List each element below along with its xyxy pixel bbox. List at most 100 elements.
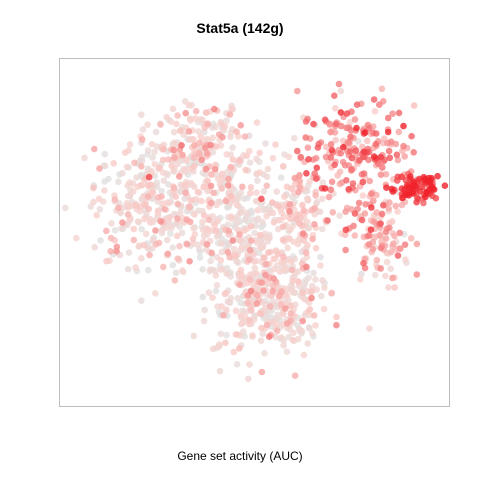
data-point xyxy=(385,115,392,122)
data-point xyxy=(211,222,218,229)
data-point xyxy=(238,244,245,251)
data-point xyxy=(261,300,268,307)
data-point xyxy=(190,225,197,232)
data-point xyxy=(256,169,263,176)
data-point xyxy=(102,151,109,158)
data-point xyxy=(288,310,295,317)
data-point xyxy=(242,217,249,224)
data-point xyxy=(218,240,225,247)
data-point xyxy=(119,219,126,226)
data-point xyxy=(394,208,401,215)
data-point xyxy=(362,129,369,136)
data-point xyxy=(200,294,207,301)
data-point xyxy=(238,267,245,274)
data-point xyxy=(434,173,441,180)
data-point xyxy=(233,308,240,315)
data-point xyxy=(291,135,298,142)
data-point xyxy=(329,290,336,297)
data-point xyxy=(176,243,183,250)
data-point xyxy=(213,227,220,234)
data-point xyxy=(93,212,100,219)
data-point xyxy=(372,108,379,115)
data-point xyxy=(236,231,243,238)
data-point xyxy=(160,264,167,271)
data-point xyxy=(207,142,214,149)
data-point xyxy=(96,165,103,172)
data-point xyxy=(342,247,349,254)
data-point xyxy=(368,226,375,233)
data-point xyxy=(143,231,150,238)
data-point xyxy=(372,272,379,279)
data-point xyxy=(115,179,122,186)
data-point xyxy=(402,256,409,263)
data-point xyxy=(90,185,97,192)
data-point xyxy=(302,134,309,141)
data-point xyxy=(383,229,390,236)
data-point xyxy=(254,207,261,214)
data-points xyxy=(62,81,448,382)
data-point xyxy=(187,219,194,226)
data-point xyxy=(237,122,244,129)
data-point xyxy=(366,325,373,332)
data-point xyxy=(336,212,343,219)
data-point xyxy=(273,188,280,195)
data-point xyxy=(260,287,267,294)
data-point xyxy=(326,194,333,201)
data-point xyxy=(267,303,274,310)
data-point xyxy=(305,144,312,151)
data-point xyxy=(179,267,186,274)
data-point xyxy=(312,322,319,329)
data-point xyxy=(101,187,108,194)
data-point xyxy=(91,146,98,153)
data-point xyxy=(303,118,310,125)
data-point xyxy=(139,182,146,189)
data-point xyxy=(97,206,104,213)
data-point xyxy=(205,217,212,224)
data-point xyxy=(103,258,110,265)
data-point xyxy=(360,260,367,267)
data-point xyxy=(223,270,230,277)
data-point xyxy=(329,147,336,154)
data-point xyxy=(223,117,230,124)
data-point xyxy=(391,284,398,291)
data-point xyxy=(344,110,351,117)
data-point xyxy=(223,198,230,205)
data-point xyxy=(213,272,220,279)
data-point xyxy=(263,213,270,220)
data-point xyxy=(377,265,384,272)
data-point xyxy=(234,202,241,209)
data-point xyxy=(331,162,338,169)
data-point xyxy=(209,250,216,257)
data-point xyxy=(428,175,435,182)
data-point xyxy=(204,136,211,143)
data-point xyxy=(400,123,407,130)
data-point xyxy=(360,179,367,186)
data-point xyxy=(191,163,198,170)
data-point xyxy=(284,320,291,327)
data-point xyxy=(204,241,211,248)
data-point xyxy=(189,182,196,189)
data-point xyxy=(414,271,421,278)
data-point xyxy=(400,143,407,150)
data-point xyxy=(260,254,267,261)
data-point xyxy=(347,134,354,141)
data-point xyxy=(205,226,212,233)
data-point xyxy=(378,154,385,161)
data-point xyxy=(353,125,360,132)
data-point xyxy=(257,232,264,239)
data-point xyxy=(269,288,276,295)
data-point xyxy=(246,256,253,263)
data-point xyxy=(274,251,281,258)
data-point xyxy=(342,208,349,215)
data-point xyxy=(133,174,140,181)
data-point xyxy=(156,164,163,171)
data-point xyxy=(244,153,251,160)
data-point xyxy=(246,317,253,324)
data-point xyxy=(398,174,405,181)
data-point xyxy=(378,245,385,252)
data-point xyxy=(280,163,287,170)
data-point xyxy=(156,240,163,247)
data-point xyxy=(345,186,352,193)
data-point xyxy=(203,166,210,173)
data-point xyxy=(262,272,269,279)
